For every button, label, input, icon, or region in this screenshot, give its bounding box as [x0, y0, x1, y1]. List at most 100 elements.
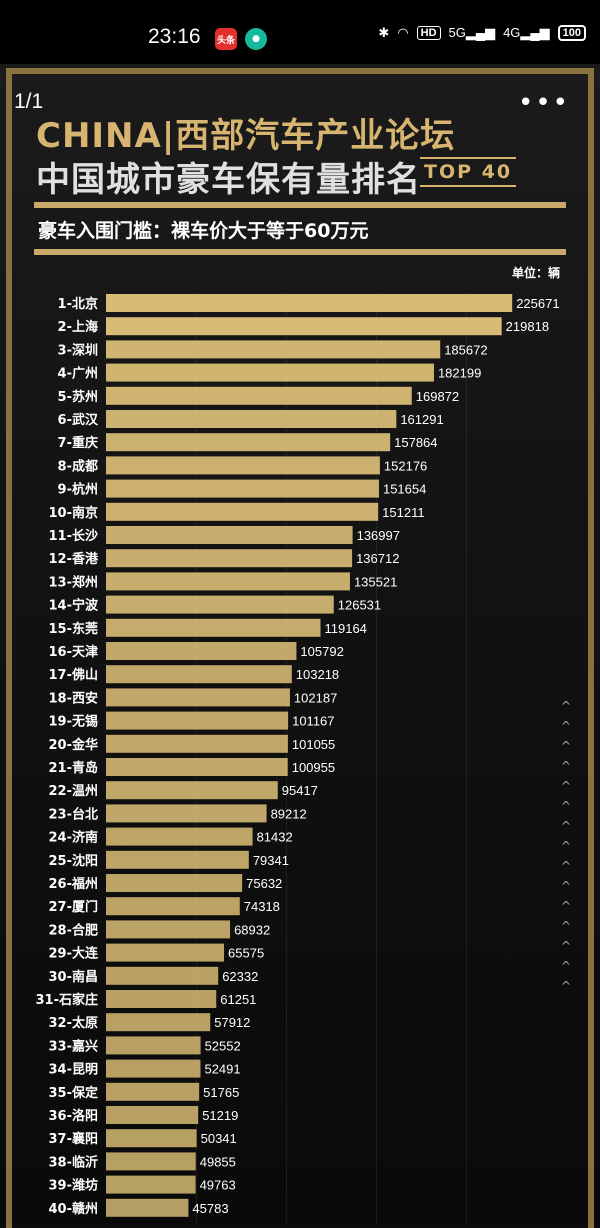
value-label: 225671	[516, 296, 559, 311]
value-label: 151211	[382, 505, 424, 520]
bar	[106, 526, 353, 544]
category-label: 11-长沙	[49, 528, 99, 544]
chevron-up-icon: ^	[560, 879, 572, 893]
value-label: 157864	[394, 435, 437, 450]
chevron-up-icon: ^	[560, 859, 572, 873]
bar	[106, 758, 288, 776]
value-label: 51765	[203, 1085, 239, 1100]
category-label: 18-西安	[49, 690, 99, 706]
hd-badge: HD	[416, 26, 441, 40]
bar	[106, 1129, 197, 1148]
value-label: 49855	[200, 1154, 236, 1169]
signal-4g-icon: 4G▂▄▆	[503, 25, 550, 40]
bar	[106, 642, 297, 660]
status-time: 23:16	[148, 25, 201, 48]
category-label: 10-南京	[49, 505, 99, 521]
category-label: 2-上海	[58, 319, 98, 335]
category-label: 16-天津	[49, 644, 99, 660]
category-label: 19-无锡	[49, 714, 99, 730]
value-label: 52491	[204, 1062, 240, 1077]
bar	[106, 920, 231, 939]
poster-title-ranking: 中国城市豪车保有量排名	[36, 160, 421, 200]
bar	[106, 1198, 189, 1217]
status-indicators: ✱ ◠ HD 5G▂▄▆ 4G▂▄▆ 100	[378, 25, 586, 41]
bar	[106, 781, 278, 800]
value-label: 136997	[357, 528, 400, 543]
bar	[106, 1013, 211, 1032]
value-label: 102187	[294, 690, 337, 705]
value-label: 182199	[438, 366, 481, 381]
value-label: 103218	[296, 667, 339, 682]
category-label: 6-武汉	[58, 412, 99, 428]
bar	[106, 595, 334, 614]
bar	[106, 572, 350, 591]
category-label: 14-宁波	[49, 598, 99, 614]
bar	[106, 386, 412, 405]
value-label: 100955	[292, 760, 335, 775]
category-label: 28-合肥	[49, 922, 99, 938]
gridline	[376, 292, 377, 1224]
category-label: 4-广州	[58, 366, 98, 382]
bar	[106, 827, 253, 846]
category-label: 15-东莞	[49, 621, 99, 637]
poster-image	[0, 64, 600, 1224]
gold-divider	[34, 249, 566, 255]
category-label: 12-香港	[49, 551, 99, 567]
category-label: 13-郑州	[49, 574, 99, 590]
bar	[106, 711, 289, 730]
value-label: 95417	[282, 783, 318, 798]
value-label: 219818	[506, 319, 549, 334]
category-label: 36-洛阳	[49, 1108, 99, 1124]
bar	[106, 317, 502, 336]
bar	[106, 456, 380, 475]
chevron-up-icon: ^	[560, 759, 572, 773]
bar	[106, 874, 243, 892]
chevron-up-icon: ^	[560, 779, 572, 793]
category-label: 34-昆明	[49, 1062, 99, 1078]
value-label: 57912	[214, 1015, 250, 1030]
bar	[106, 688, 290, 707]
value-label: 62332	[222, 969, 258, 984]
category-label: 38-临沂	[49, 1154, 99, 1170]
category-label: 39-潍坊	[49, 1178, 99, 1194]
category-label: 24-济南	[49, 830, 99, 846]
category-label: 22-温州	[49, 784, 99, 799]
category-label: 25-沈阳	[49, 853, 99, 869]
bar	[106, 943, 225, 962]
category-label: 5-苏州	[58, 389, 98, 405]
bar	[106, 294, 513, 312]
bar	[106, 1059, 201, 1078]
more-options-button[interactable]: •••	[517, 88, 570, 118]
value-label: 119164	[324, 621, 366, 636]
bar	[106, 665, 292, 684]
category-label: 32-太原	[49, 1015, 99, 1031]
chevron-up-icon: ^	[560, 899, 572, 913]
value-label: 75632	[246, 876, 282, 891]
signal-5g-icon: 5G▂▄▆	[448, 25, 496, 40]
bar	[106, 1152, 196, 1171]
value-label: 161291	[400, 412, 443, 427]
value-label: 65575	[228, 946, 264, 961]
gridline	[466, 292, 467, 1224]
chevron-up-icon: ^	[560, 979, 572, 993]
category-label: 17-佛山	[49, 667, 99, 683]
bar	[106, 479, 379, 498]
value-label: 79341	[253, 853, 289, 868]
category-label: 31-石家庄	[36, 992, 99, 1008]
value-label: 105792	[300, 644, 343, 659]
value-label: 135521	[354, 574, 397, 589]
bar	[106, 433, 391, 452]
chevron-up-icon: ^	[560, 839, 572, 853]
chevron-up-icon: ^	[560, 739, 572, 753]
gold-divider	[34, 202, 566, 208]
chevron-up-icon: ^	[560, 959, 572, 973]
net-5g-label: 5G	[448, 25, 466, 40]
value-label: 126531	[338, 598, 381, 613]
value-label: 101167	[292, 714, 334, 729]
bar	[106, 549, 353, 568]
category-label: 1-北京	[58, 296, 98, 312]
bar	[106, 502, 379, 521]
value-label: 49763	[200, 1178, 236, 1193]
category-label: 27-厦门	[49, 899, 99, 915]
poster-title-forum: CHINA|西部汽车产业论坛	[36, 116, 456, 156]
